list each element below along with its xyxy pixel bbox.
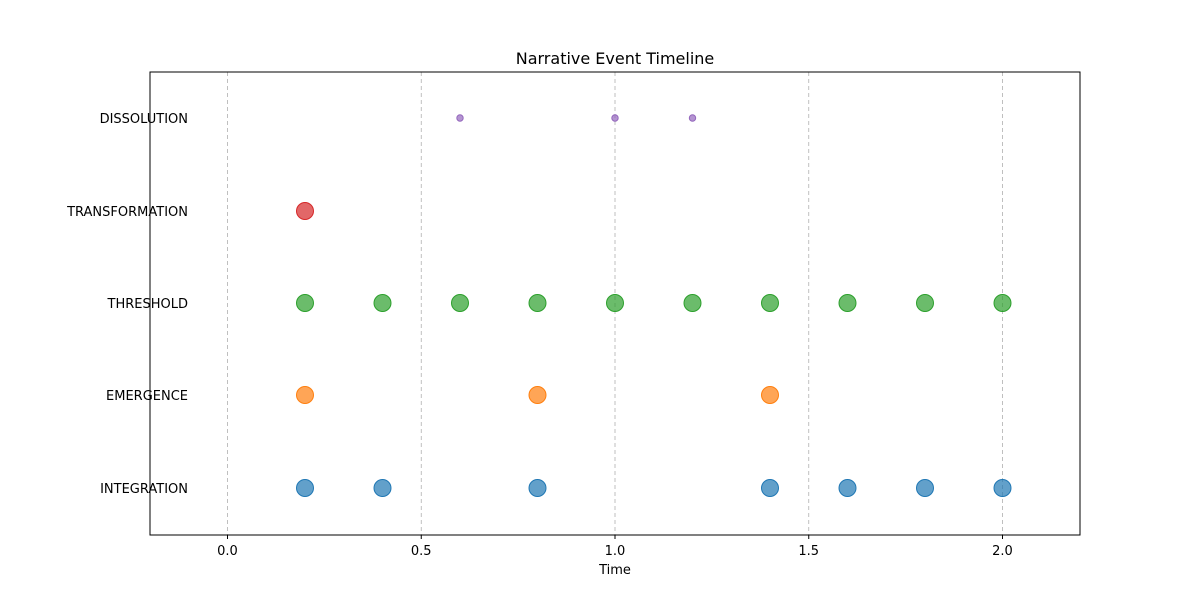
data-point xyxy=(528,294,547,312)
x-tick-label: 0.0 xyxy=(217,544,238,559)
x-tick-label: 0.5 xyxy=(411,544,432,559)
x-tick-label: 1.5 xyxy=(798,544,819,559)
x-tick-label: 1.0 xyxy=(605,544,626,559)
data-point xyxy=(373,294,392,312)
data-point xyxy=(296,202,314,220)
data-point xyxy=(528,479,547,497)
y-tick-label: THRESHOLD xyxy=(107,297,188,312)
data-point xyxy=(528,386,547,404)
data-point xyxy=(761,479,779,497)
data-point xyxy=(296,294,314,312)
data-points xyxy=(296,114,1012,497)
data-point xyxy=(296,479,314,497)
data-point xyxy=(761,386,779,404)
data-point xyxy=(683,294,702,312)
y-axis: INTEGRATION EMERGENCE THRESHOLD TRANSFORMAT… xyxy=(66,112,188,497)
data-point xyxy=(373,479,392,497)
series-dissolution xyxy=(456,114,697,122)
data-point xyxy=(916,479,934,497)
data-point xyxy=(296,386,314,404)
y-tick-label: INTEGRATION xyxy=(100,482,188,497)
y-tick-label: DISSOLUTION xyxy=(100,112,188,127)
series-threshold xyxy=(296,294,1012,312)
data-point xyxy=(838,479,857,497)
chart-title: Narrative Event Timeline xyxy=(516,49,715,68)
data-point xyxy=(916,294,934,312)
series-integration xyxy=(296,479,1012,497)
x-axis: 0.0 0.5 1.0 1.5 2.0 xyxy=(217,535,1013,559)
data-point xyxy=(761,294,779,312)
data-point xyxy=(606,294,624,312)
data-point xyxy=(611,114,619,122)
y-tick-label: EMERGENCE xyxy=(106,389,188,404)
data-point xyxy=(838,294,857,312)
data-point xyxy=(688,114,697,122)
data-point xyxy=(993,294,1012,312)
series-transformation xyxy=(296,202,314,220)
data-point xyxy=(456,114,464,122)
x-tick-label: 2.0 xyxy=(992,544,1013,559)
data-point xyxy=(451,294,469,312)
series-emergence xyxy=(296,386,779,404)
y-tick-label: TRANSFORMATION xyxy=(66,205,188,220)
x-axis-label: Time xyxy=(598,563,631,578)
data-point xyxy=(993,479,1012,497)
